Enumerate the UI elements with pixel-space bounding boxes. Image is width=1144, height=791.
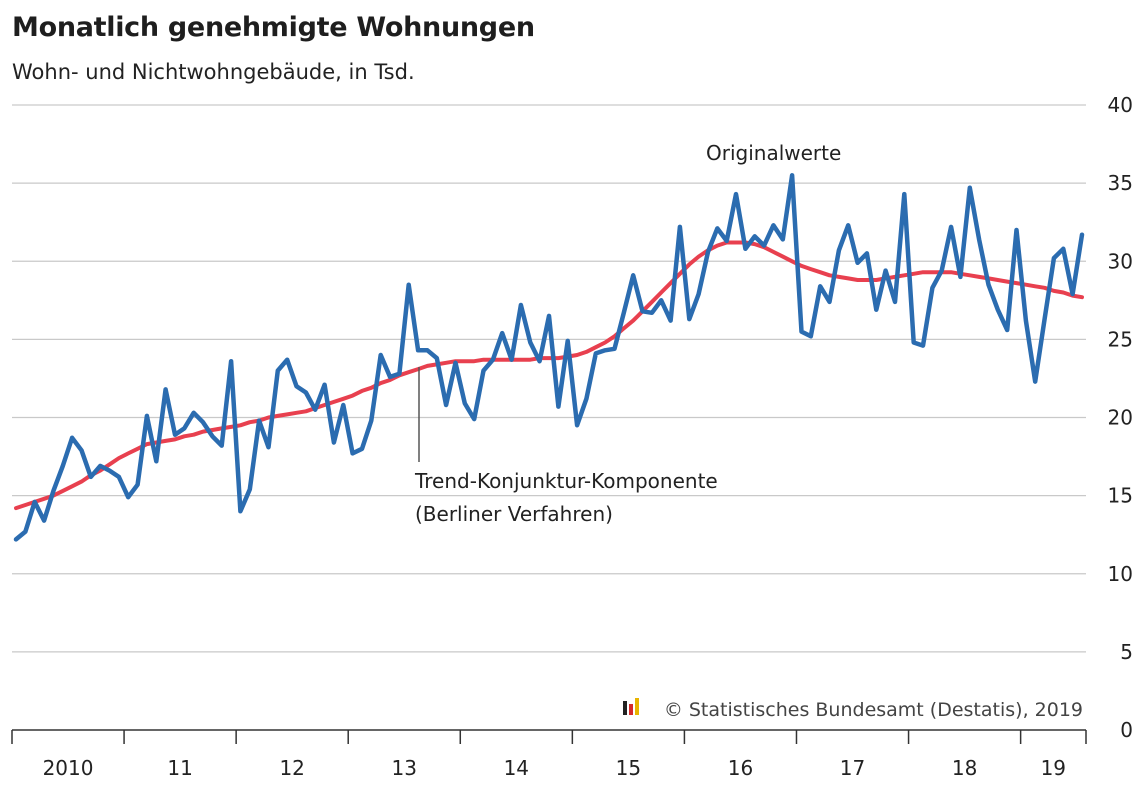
- chart-title: Monatlich genehmigte Wohnungen: [12, 12, 535, 43]
- y-tick-label: 5: [1120, 640, 1133, 664]
- x-tick-label: 13: [392, 756, 417, 780]
- y-tick-label: 40: [1108, 93, 1133, 117]
- source-note: © Statistisches Bundesamt (Destatis), 20…: [623, 698, 1083, 721]
- y-tick-label: 25: [1108, 327, 1133, 351]
- y-tick-label: 20: [1108, 406, 1133, 430]
- chart-subtitle: Wohn- und Nichtwohngebäude, in Tsd.: [12, 60, 415, 84]
- destatis-logo-bar-3: [635, 698, 639, 715]
- x-tick-label: 11: [167, 756, 192, 780]
- x-tick-label: 14: [504, 756, 529, 780]
- x-axis: 2010 11 12 13 14 15 16 17 18 19: [11, 729, 1087, 780]
- x-tick-label: 18: [952, 756, 977, 780]
- original-series-line: [13, 173, 1085, 542]
- x-tick-label: 12: [279, 756, 304, 780]
- series-lines: [13, 173, 1085, 542]
- x-tick-label: 17: [840, 756, 865, 780]
- y-tick-label: 0: [1120, 718, 1133, 742]
- x-tick-label: 15: [616, 756, 641, 780]
- x-tick-label: 16: [728, 756, 753, 780]
- y-tick-label: 30: [1108, 249, 1133, 273]
- y-tick-label: 10: [1108, 562, 1133, 586]
- trend-series-line: [14, 240, 1084, 511]
- annotations: Originalwerte Trend-Konjunktur-Komponent…: [414, 141, 841, 526]
- source-text: © Statistisches Bundesamt (Destatis), 20…: [664, 699, 1083, 721]
- destatis-logo-bar-1: [623, 701, 627, 715]
- destatis-logo-bar-2: [629, 704, 633, 715]
- x-tick-label: 19: [1041, 756, 1066, 780]
- y-tick-label: 15: [1108, 484, 1133, 508]
- original-annotation: Originalwerte: [706, 141, 841, 165]
- y-tick-label: 35: [1108, 171, 1133, 195]
- trend-annotation-line2: (Berliner Verfahren): [415, 502, 613, 526]
- y-axis-ticks: 0 5 10 15 20 25 30 35 40: [1108, 93, 1133, 742]
- trend-annotation-line1: Trend-Konjunktur-Komponente: [414, 469, 718, 493]
- gridlines: [12, 104, 1086, 653]
- x-tick-label: 2010: [43, 756, 94, 780]
